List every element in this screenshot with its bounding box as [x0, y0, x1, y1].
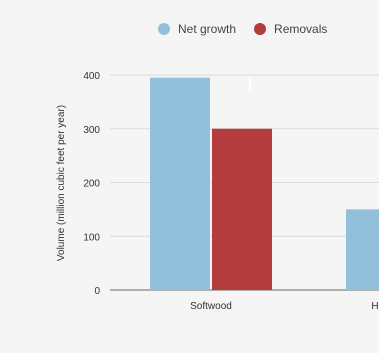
legend: Net growth Removals: [158, 22, 345, 36]
legend-item-net-growth[interactable]: Net growth: [158, 22, 236, 36]
bars: [150, 77, 379, 290]
y-tick-label: 0: [94, 286, 100, 297]
bar-highlight-marker: [249, 77, 251, 91]
legend-swatch-removals: [254, 23, 267, 35]
bar-net-growth-0[interactable]: [150, 77, 210, 290]
x-category-label: Softwood: [190, 301, 232, 312]
x-category-label: H: [371, 301, 378, 312]
y-tick-labels: 0 100 200 300 400: [83, 71, 100, 297]
legend-label-net-growth: Net growth: [178, 22, 237, 36]
y-tick-label: 400: [83, 71, 100, 82]
bar-net-growth-1[interactable]: [346, 209, 379, 290]
bar-removals-0[interactable]: [212, 128, 272, 290]
y-tick-label: 100: [83, 232, 100, 243]
y-axis-label: Volume (million cubic feet per year): [56, 105, 67, 261]
x-category-labels: Softwood H: [190, 301, 378, 312]
legend-label-removals: Removals: [274, 22, 328, 36]
y-tick-label: 200: [83, 179, 100, 190]
legend-item-removals[interactable]: Removals: [254, 22, 327, 36]
y-tick-label: 300: [83, 125, 100, 136]
legend-swatch-net-growth: [158, 23, 170, 35]
